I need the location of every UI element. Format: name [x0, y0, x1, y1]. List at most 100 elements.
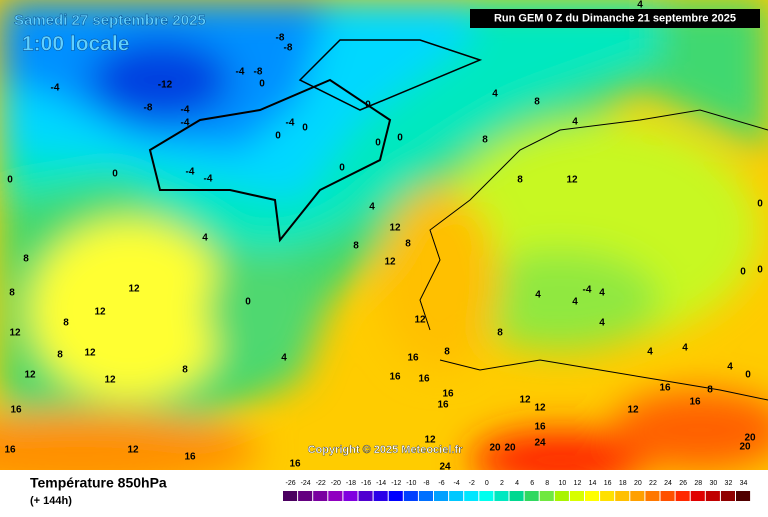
- contour-label: 16: [689, 397, 701, 408]
- scale-label: -12: [391, 480, 401, 487]
- scale-label: 34: [740, 480, 748, 487]
- contour-label: 12: [414, 315, 426, 326]
- scale-swatch: [434, 491, 449, 501]
- contour-label: 4: [281, 353, 287, 364]
- scale-swatch: [358, 491, 373, 501]
- scale-label: 8: [545, 480, 549, 487]
- contour-label: 0: [7, 175, 13, 186]
- scale-label: 0: [485, 480, 489, 487]
- scale-swatch: [343, 491, 358, 501]
- contour-label: 0: [757, 199, 763, 210]
- contour-label: -8: [284, 43, 293, 54]
- scale-label: -2: [469, 480, 475, 487]
- scale-label: 16: [604, 480, 612, 487]
- contour-label: -8: [254, 67, 263, 78]
- scale-swatch: [418, 491, 433, 501]
- contour-label: 16: [289, 459, 301, 470]
- contour-label: 12: [127, 445, 139, 456]
- contour-label: -4: [181, 105, 190, 116]
- contour-label: 20: [489, 443, 501, 454]
- contour-label: -4: [286, 118, 295, 129]
- contour-label: 12: [519, 395, 531, 406]
- scale-swatch: [660, 491, 675, 501]
- scale-label: -10: [406, 480, 416, 487]
- contour-label: 4: [599, 288, 605, 299]
- contour-label: 0: [259, 79, 265, 90]
- contour-label: 8: [182, 365, 188, 376]
- contour-label: 4: [682, 343, 688, 354]
- contour-label: 12: [9, 328, 21, 339]
- run-box: [470, 9, 760, 28]
- scale-label: -8: [423, 480, 429, 487]
- scale-label: -26: [285, 480, 295, 487]
- contour-label: 16: [184, 452, 196, 463]
- scale-swatch: [675, 491, 690, 501]
- scale-label: 14: [589, 480, 597, 487]
- scale-swatch: [585, 491, 600, 501]
- scale-swatch: [600, 491, 615, 501]
- contour-label: 0: [245, 297, 251, 308]
- contour-label: 8: [444, 347, 450, 358]
- scale-swatch: [539, 491, 554, 501]
- scale-swatch: [328, 491, 343, 501]
- scale-swatch: [313, 491, 328, 501]
- contour-label: 4: [647, 347, 653, 358]
- contour-label: 8: [482, 135, 488, 146]
- scale-swatch: [645, 491, 660, 501]
- contour-label: 0: [339, 163, 345, 174]
- scale-label: 4: [515, 480, 519, 487]
- contour-label: 16: [442, 389, 454, 400]
- contour-label: -4: [51, 83, 60, 94]
- contour-label: 4: [599, 318, 605, 329]
- contour-label: 8: [497, 328, 503, 339]
- contour-label: 12: [84, 348, 96, 359]
- scale-swatch: [403, 491, 418, 501]
- lead-time: (+ 144h): [30, 495, 72, 507]
- contour-label: 20: [504, 443, 516, 454]
- contour-label: 0: [302, 123, 308, 134]
- scale-swatch: [509, 491, 524, 501]
- contour-label: -4: [583, 285, 592, 296]
- contour-label: 20: [744, 433, 756, 444]
- scale-swatch: [736, 491, 751, 501]
- copyright: Copyright © 2025 Meteociel.fr: [308, 444, 464, 456]
- scale-swatch: [494, 491, 509, 501]
- contour-label: 0: [375, 138, 381, 149]
- contour-label: 8: [405, 239, 411, 250]
- contour-label: 0: [365, 100, 371, 111]
- contour-label: 8: [63, 318, 69, 329]
- contour-label: 16: [4, 445, 16, 456]
- scale-label: 2: [500, 480, 504, 487]
- date-title: Samedi 27 septembre 2025: [14, 12, 206, 29]
- local-time: 1:00 locale: [22, 33, 129, 56]
- scale-label: 30: [709, 480, 717, 487]
- contour-label: 12: [94, 307, 106, 318]
- scale-label: 10: [558, 480, 566, 487]
- scale-swatch: [283, 491, 298, 501]
- contour-label: 8: [23, 254, 29, 265]
- contour-label: 24: [534, 438, 546, 449]
- scale-label: -24: [301, 480, 311, 487]
- contour-label: 0: [275, 131, 281, 142]
- contour-label: -8: [276, 33, 285, 44]
- contour-label: 8: [57, 350, 63, 361]
- scale-swatch: [720, 491, 735, 501]
- scale-label: -6: [438, 480, 444, 487]
- contour-label: 12: [566, 175, 578, 186]
- scale-label: 20: [634, 480, 642, 487]
- scale-label: 32: [725, 480, 733, 487]
- scale-label: -4: [454, 480, 460, 487]
- contour-label: 4: [727, 362, 733, 373]
- contour-label: 0: [740, 267, 746, 278]
- scale-label: -16: [361, 480, 371, 487]
- scale-label: 28: [694, 480, 702, 487]
- contour-label: 12: [104, 375, 116, 386]
- scale-label: -20: [331, 480, 341, 487]
- contour-label: 16: [407, 353, 419, 364]
- contour-label: 4: [369, 202, 375, 213]
- scale-swatch: [569, 491, 584, 501]
- contour-label: 4: [492, 89, 498, 100]
- scale-swatch: [615, 491, 630, 501]
- contour-label: 8: [534, 97, 540, 108]
- contour-label: 12: [534, 403, 546, 414]
